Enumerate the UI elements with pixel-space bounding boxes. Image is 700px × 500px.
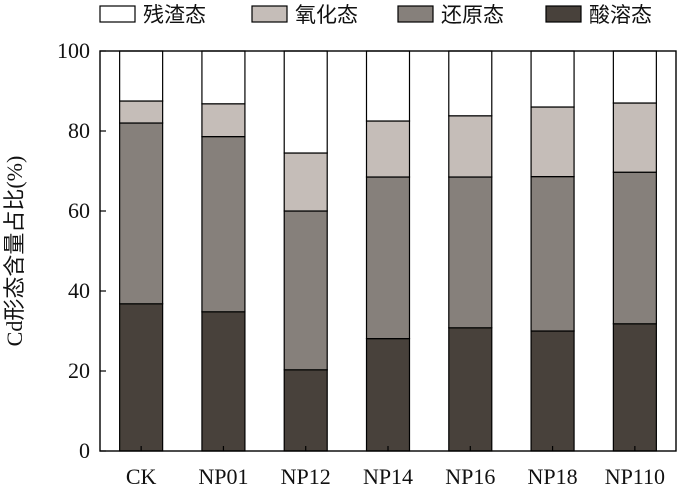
- bar-segment-np01-series-3: [201, 50, 246, 105]
- bar-segment-np18-series-3: [530, 50, 575, 108]
- bar-segment-np12-series-2: [283, 152, 328, 212]
- x-tick-label: NP14: [363, 464, 413, 489]
- bar-segment-np110-series-0: [612, 323, 657, 452]
- legend-swatch: [397, 5, 434, 23]
- bar-segment-np18-series-1: [530, 176, 575, 332]
- legend-label: 酸溶态: [589, 3, 652, 27]
- x-tick-label: NP16: [445, 464, 495, 489]
- y-tick-label: 80: [68, 118, 90, 143]
- y-tick-label: 100: [57, 38, 90, 63]
- bar-segment-np16-series-0: [448, 327, 493, 452]
- y-tick-label: 0: [79, 438, 90, 463]
- y-tick-label: 60: [68, 198, 90, 223]
- bar-segment-np18-series-2: [530, 106, 575, 178]
- legend-swatch: [545, 5, 582, 23]
- bar-segment-np14-series-1: [365, 176, 411, 340]
- bar-segment-ck-series-0: [119, 303, 164, 452]
- x-tick-label: NP01: [198, 464, 248, 489]
- y-axis-title: Cd形态含量占比(%): [2, 156, 27, 347]
- bar-segment-np14-series-0: [365, 338, 411, 452]
- legend-swatch: [99, 5, 136, 23]
- bar-segment-ck-series-3: [119, 50, 164, 102]
- bar-segment-np110-series-1: [612, 171, 657, 325]
- bar-segment-np110-series-2: [612, 102, 657, 173]
- bar-segment-np18-series-0: [530, 330, 575, 452]
- bar-segment-np16-series-2: [448, 115, 493, 178]
- bar-segment-np01-series-2: [201, 103, 246, 138]
- bar-segment-np01-series-1: [201, 136, 246, 313]
- bar-segment-ck-series-1: [119, 122, 164, 305]
- x-tick-label: NP110: [605, 464, 665, 489]
- bar-segment-ck-series-2: [119, 100, 164, 124]
- y-tick-label: 40: [68, 278, 90, 303]
- bar-segment-np16-series-3: [448, 50, 493, 117]
- legend-label: 还原态: [441, 3, 504, 27]
- bar-segment-np01-series-0: [201, 311, 246, 452]
- y-tick-label: 20: [68, 358, 90, 383]
- bar-segment-np14-series-3: [365, 50, 411, 122]
- bars: [119, 50, 657, 452]
- x-tick-label: NP12: [281, 464, 331, 489]
- bar-segment-np110-series-3: [612, 50, 657, 104]
- bar-segment-np14-series-2: [365, 120, 411, 178]
- legend-label: 氧化态: [295, 3, 358, 27]
- x-tick-label: NP18: [528, 464, 578, 489]
- plot-frame: [99, 50, 677, 452]
- legend: 残渣态 氧化态 还原态 酸溶态: [99, 3, 652, 27]
- legend-swatch: [251, 5, 288, 23]
- bar-segment-np12-series-0: [283, 369, 328, 452]
- bar-segment-np12-series-3: [283, 50, 328, 154]
- axes: CK NP01 NP12 NP14 NP16 NP18 NP110 0 20 40 60 80 100: [57, 38, 677, 489]
- x-tick-label: CK: [126, 464, 157, 489]
- bar-segment-np12-series-1: [283, 210, 328, 371]
- bar-segment-np16-series-1: [448, 176, 493, 329]
- legend-label: 残渣态: [143, 3, 206, 27]
